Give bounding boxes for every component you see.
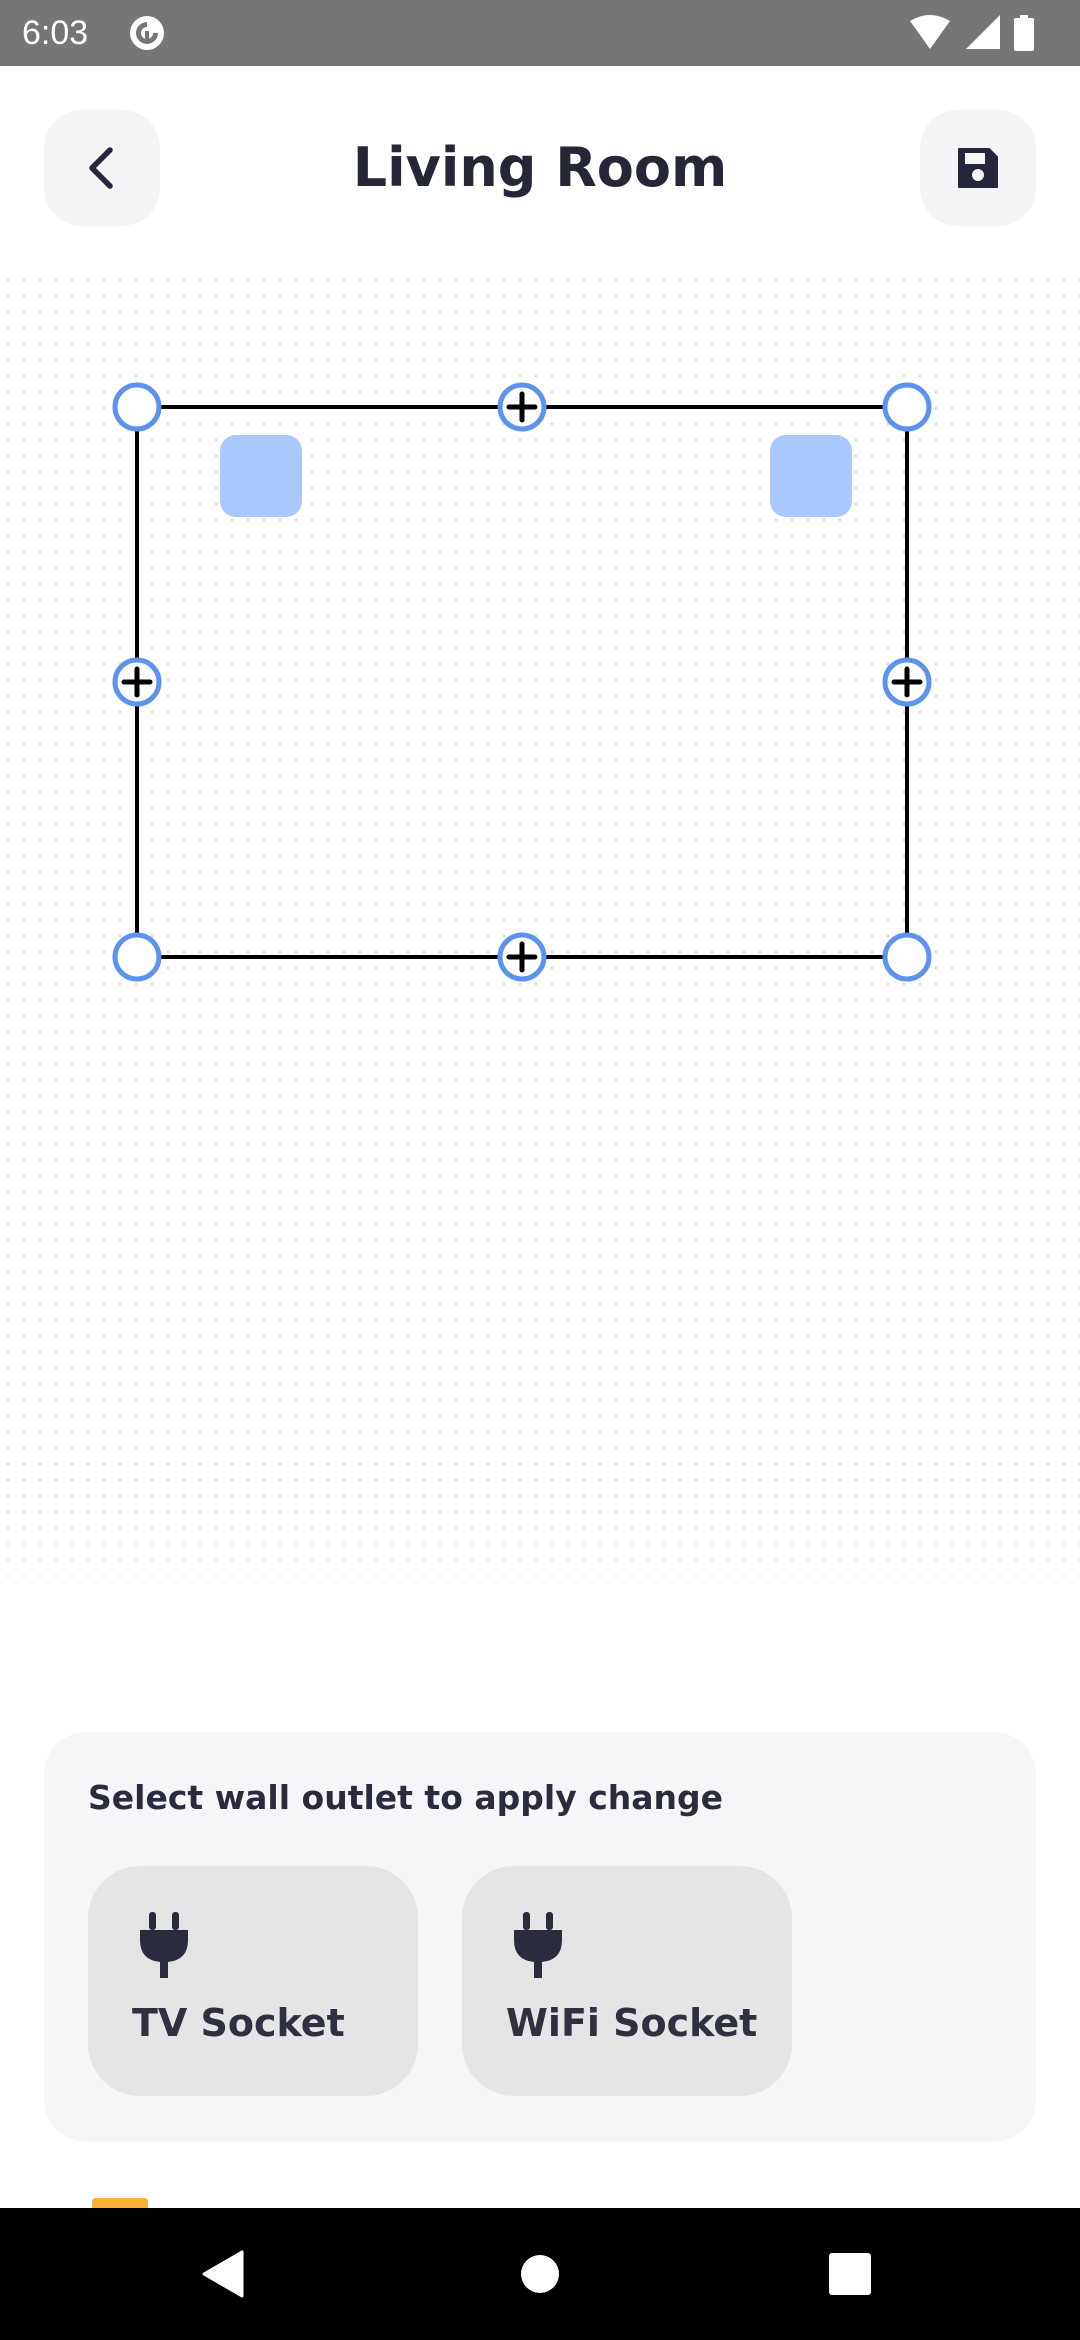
plug-icon [140, 1912, 188, 1978]
outlet-panel-title: Select wall outlet to apply change [88, 1778, 724, 1817]
back-button[interactable] [44, 110, 160, 226]
socket-label: TV Socket [132, 2001, 345, 2045]
corner-handle-bottom-left [112, 932, 162, 982]
tv-socket-card[interactable]: TV Socket [88, 1866, 418, 2096]
home-circle-icon[interactable] [504, 2238, 576, 2310]
floppy-disk-icon [958, 148, 998, 188]
wifi-socket-card[interactable]: WiFi Socket [462, 1866, 792, 2096]
status-bar: 6:03 [0, 0, 1080, 66]
status-indicators [910, 15, 1034, 51]
corner-handle-top-right [882, 382, 932, 432]
page-title: Living Room [352, 136, 728, 199]
partially-visible-item [92, 2198, 148, 2208]
add-point-handle-bottom [497, 932, 547, 982]
corner-handle-top-left [112, 382, 162, 432]
chevron-left-icon [89, 147, 113, 189]
back-triangle-icon[interactable] [190, 2238, 262, 2310]
save-button[interactable] [920, 110, 1036, 226]
add-point-handle-left [112, 657, 162, 707]
system-nav-bar [0, 2208, 1080, 2340]
add-point-handle-top [497, 382, 547, 432]
room-floorplan[interactable] [0, 272, 1080, 1662]
socket-label: WiFi Socket [506, 2001, 758, 2045]
battery-icon [1014, 15, 1034, 51]
add-point-handle-right [882, 657, 932, 707]
outlet-marker-wifi [770, 435, 852, 517]
plug-icon [514, 1912, 562, 1978]
recents-square-icon[interactable] [814, 2238, 886, 2310]
status-time: 6:03 [22, 14, 89, 52]
corner-handle-bottom-right [882, 932, 932, 982]
wifi-icon [910, 15, 950, 49]
signal-icon [966, 15, 1000, 49]
outlet-panel: Select wall outlet to apply change TV So… [44, 1732, 1036, 2142]
app-notification-icon [130, 16, 164, 50]
outlet-marker-tv [220, 435, 302, 517]
